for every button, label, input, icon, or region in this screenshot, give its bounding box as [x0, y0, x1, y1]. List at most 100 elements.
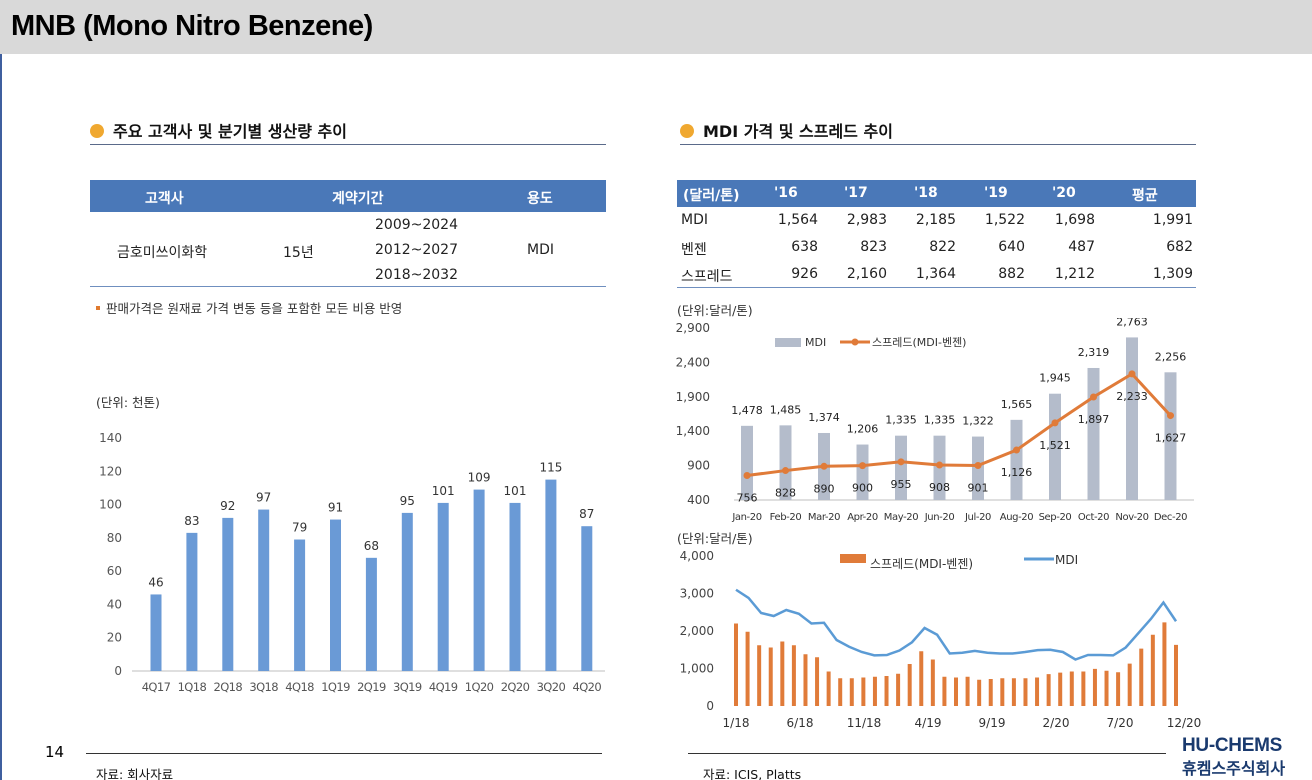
spread-long-bar	[815, 657, 820, 706]
spread-monthly-point	[936, 461, 943, 469]
x-tick-label: Apr-20	[847, 512, 878, 523]
spread-monthly-point	[1013, 446, 1020, 454]
spread-long-bar	[734, 623, 738, 706]
period-1: 2009~2024	[375, 217, 458, 233]
x-tick-label: May-20	[884, 512, 918, 523]
mdi-col-header-avg: 평균	[1132, 188, 1158, 204]
spread-monthly-point	[1167, 412, 1174, 420]
spread-monthly-point	[743, 472, 751, 480]
x-tick-label: 2Q20	[501, 680, 530, 694]
spread-long-bar	[826, 671, 831, 706]
legend-spread-swatch	[840, 554, 866, 563]
spread-long-bar	[1139, 648, 1144, 706]
x-tick-label: 7/20	[1107, 716, 1134, 730]
x-tick-label: 3Q19	[393, 680, 422, 694]
mdi-table-cell: 2,983	[846, 212, 887, 228]
production-data-label: 91	[328, 501, 343, 515]
mdi-table-row-label: 벤젠	[681, 242, 707, 258]
legend-mdi-label: MDI	[805, 336, 826, 349]
spread-monthly-data-label: 2,233	[1116, 390, 1148, 403]
spread-long-bar	[861, 677, 866, 706]
spread-monthly-data-label: 901	[968, 482, 989, 495]
y-tick-label: 900	[687, 459, 710, 473]
production-bar	[294, 539, 306, 671]
spread-monthly-point	[1051, 419, 1059, 427]
mdi-col-header-20: '20	[1052, 185, 1076, 201]
mdi-table-cell: 882	[998, 266, 1025, 282]
x-tick-label: 11/18	[847, 716, 882, 730]
x-tick-label: Jun-20	[924, 512, 955, 523]
x-tick-label: 2Q18	[213, 680, 242, 694]
spread-long-bar	[954, 677, 958, 706]
production-data-label: 97	[256, 491, 271, 505]
mdi-monthly-data-label: 2,319	[1078, 346, 1110, 359]
mdi-table-cell: 682	[1166, 239, 1193, 255]
mdi-monthly-bar	[856, 444, 869, 500]
customer-name: 금호미쓰이화학	[117, 245, 208, 261]
x-tick-label: 12/20	[1167, 716, 1202, 730]
x-tick-label: Jan-20	[731, 512, 761, 523]
mdi-col-header-unit: (달러/톤)	[683, 188, 740, 204]
spread-monthly-data-label: 1,897	[1078, 413, 1110, 426]
huchems-logo-korean: 휴켐스주식회사	[1182, 759, 1286, 778]
production-data-label: 101	[432, 484, 455, 498]
left-source: 자료: 회사자료	[96, 767, 174, 780]
spread-monthly-data-label: 1,521	[1039, 439, 1071, 452]
mdi-monthly-data-label: 1,322	[962, 415, 994, 428]
spread-monthly-line	[746, 371, 1172, 477]
production-data-label: 68	[364, 539, 379, 553]
left-section-title-text: 주요 고객사 및 분기별 생산량 추이	[113, 122, 347, 141]
mdi-monthly-bar	[1087, 367, 1100, 500]
spread-long-bar	[1150, 634, 1155, 706]
x-tick-label: Jul-20	[964, 512, 991, 523]
spread-monthly-data-label: 955	[891, 478, 912, 491]
spread-monthly-point	[1128, 370, 1136, 378]
customer-table-bottom-rule	[90, 286, 606, 287]
y-tick-label: 100	[99, 498, 122, 512]
mdi-table-cell: 1,364	[915, 266, 956, 282]
mdi-table-cell: 2,160	[846, 266, 887, 282]
spread-long-bar	[757, 645, 762, 706]
mdi-monthly-bar	[895, 435, 907, 500]
mdi-monthly-data-label: 1,206	[847, 423, 879, 436]
monthly-mdi-spread-chart: 400 900 1,400 1,900 2,400 2,900 MDI 스프레드(MDI-벤젠…	[676, 318, 1194, 523]
x-tick-label: 2/20	[1043, 716, 1070, 730]
price-note: 판매가격은 원재료 가격 변동 등을 포함한 모든 비용 반영	[96, 298, 402, 317]
x-tick-label: 4Q18	[285, 680, 314, 694]
bullet-dot-icon	[680, 124, 694, 138]
spread-long-bar	[1127, 663, 1132, 706]
y-tick-label: 400	[687, 493, 710, 507]
x-tick-label: Oct-20	[1078, 512, 1109, 523]
spread-monthly-point	[859, 462, 866, 470]
x-tick-label: 4Q19	[429, 680, 458, 694]
mdi-table-cell: 926	[791, 266, 818, 282]
right-section-title: MDI 가격 및 스프레드 추이	[680, 118, 893, 142]
y-tick-label: 2,900	[676, 321, 710, 335]
spread-long-bar	[1116, 672, 1121, 706]
x-tick-label: 9/19	[979, 716, 1006, 730]
x-tick-label: Mar-20	[808, 512, 840, 523]
right-footer-rule	[688, 753, 1166, 754]
spread-long-bar	[838, 678, 843, 706]
x-tick-label: 3Q20	[537, 680, 566, 694]
x-tick-label: Dec-20	[1154, 512, 1187, 523]
spread-long-bar	[872, 676, 877, 706]
production-data-label: 83	[184, 514, 199, 528]
longterm-unit-label: (단위:달러/톤)	[677, 531, 753, 546]
mdi-table-cell: 1,698	[1054, 212, 1095, 228]
y-tick-label: 0	[114, 664, 122, 678]
mdi-monthly-data-label: 1,478	[731, 404, 763, 417]
page-title: MNB (Mono Nitro Benzene)	[11, 10, 373, 42]
page-number: 14	[45, 743, 65, 761]
production-bar	[222, 517, 234, 671]
production-data-label: 115	[539, 461, 562, 475]
mdi-table-cell: 487	[1068, 239, 1095, 255]
production-bar	[545, 479, 557, 671]
spread-long-bar	[1035, 677, 1040, 706]
mdi-monthly-data-label: 1,945	[1039, 372, 1071, 385]
mdi-table-cell: 1,991	[1152, 212, 1193, 228]
mdi-table-cell: 1,309	[1152, 266, 1193, 282]
y-tick-label: 120	[99, 464, 122, 478]
left-accent-line	[0, 54, 2, 780]
x-tick-label: Sep-20	[1039, 512, 1072, 523]
